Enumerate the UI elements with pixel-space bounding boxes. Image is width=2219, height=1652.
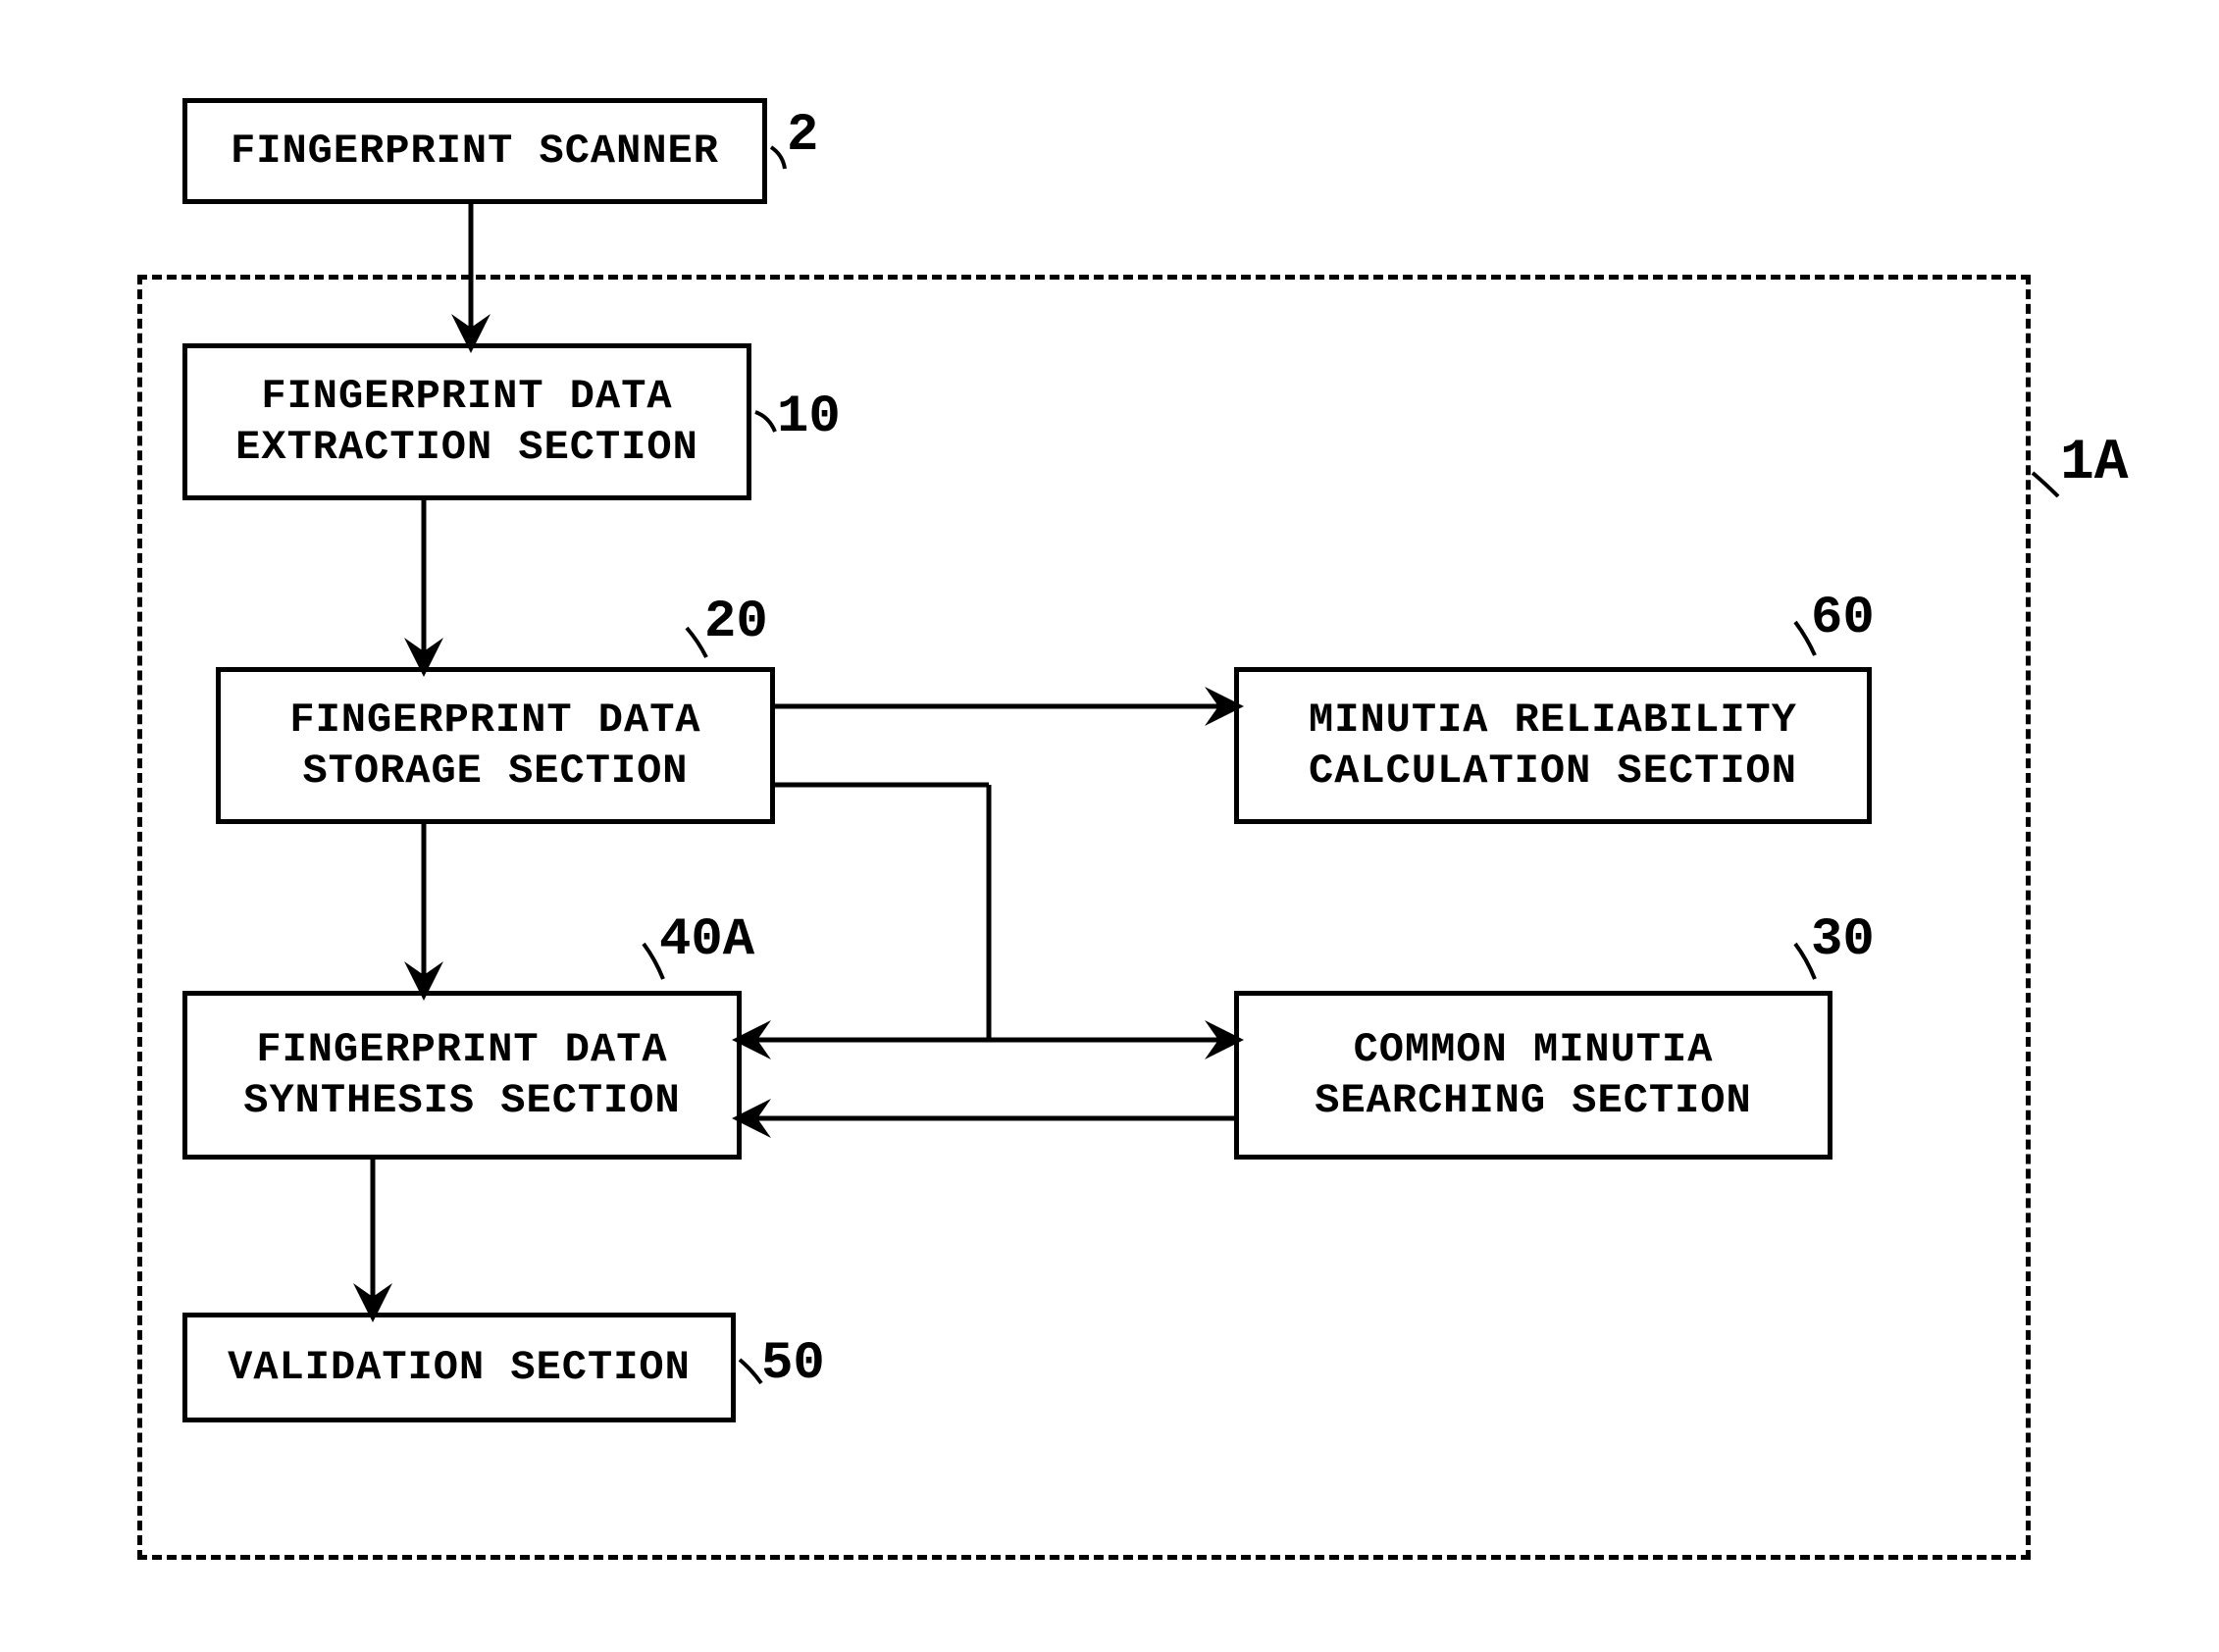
flowchart-diagram: 1A FINGERPRINT SCANNER FINGERPRINT DATAE… (0, 0, 2219, 1652)
ref-label-20: 20 (704, 593, 768, 652)
node-extraction-section: FINGERPRINT DATAEXTRACTION SECTION (182, 343, 751, 500)
ref-label-2: 2 (787, 106, 818, 166)
ref-tick-1A (2033, 473, 2058, 496)
node-label: FINGERPRINT SCANNER (231, 126, 719, 178)
ref-tick-2 (771, 147, 785, 169)
node-reliability-section: MINUTIA RELIABILITYCALCULATION SECTION (1234, 667, 1872, 824)
node-label: VALIDATION SECTION (228, 1342, 691, 1394)
ref-label-1A: 1A (2060, 432, 2129, 495)
ref-label-30: 30 (1811, 910, 1875, 970)
ref-label-50: 50 (761, 1334, 825, 1394)
ref-label-60: 60 (1811, 589, 1875, 648)
ref-label-40A: 40A (659, 910, 754, 970)
node-storage-section: FINGERPRINT DATASTORAGE SECTION (216, 667, 775, 824)
node-synthesis-section: FINGERPRINT DATASYNTHESIS SECTION (182, 991, 742, 1160)
node-label: FINGERPRINT DATAEXTRACTION SECTION (235, 371, 698, 474)
node-label: FINGERPRINT DATASTORAGE SECTION (289, 695, 700, 798)
node-label: COMMON MINUTIASEARCHING SECTION (1315, 1024, 1751, 1127)
node-label: MINUTIA RELIABILITYCALCULATION SECTION (1309, 695, 1797, 798)
ref-label-10: 10 (777, 387, 841, 447)
node-label: FINGERPRINT DATASYNTHESIS SECTION (243, 1024, 680, 1127)
node-searching-section: COMMON MINUTIASEARCHING SECTION (1234, 991, 1832, 1160)
node-validation-section: VALIDATION SECTION (182, 1313, 736, 1422)
node-fingerprint-scanner: FINGERPRINT SCANNER (182, 98, 767, 204)
